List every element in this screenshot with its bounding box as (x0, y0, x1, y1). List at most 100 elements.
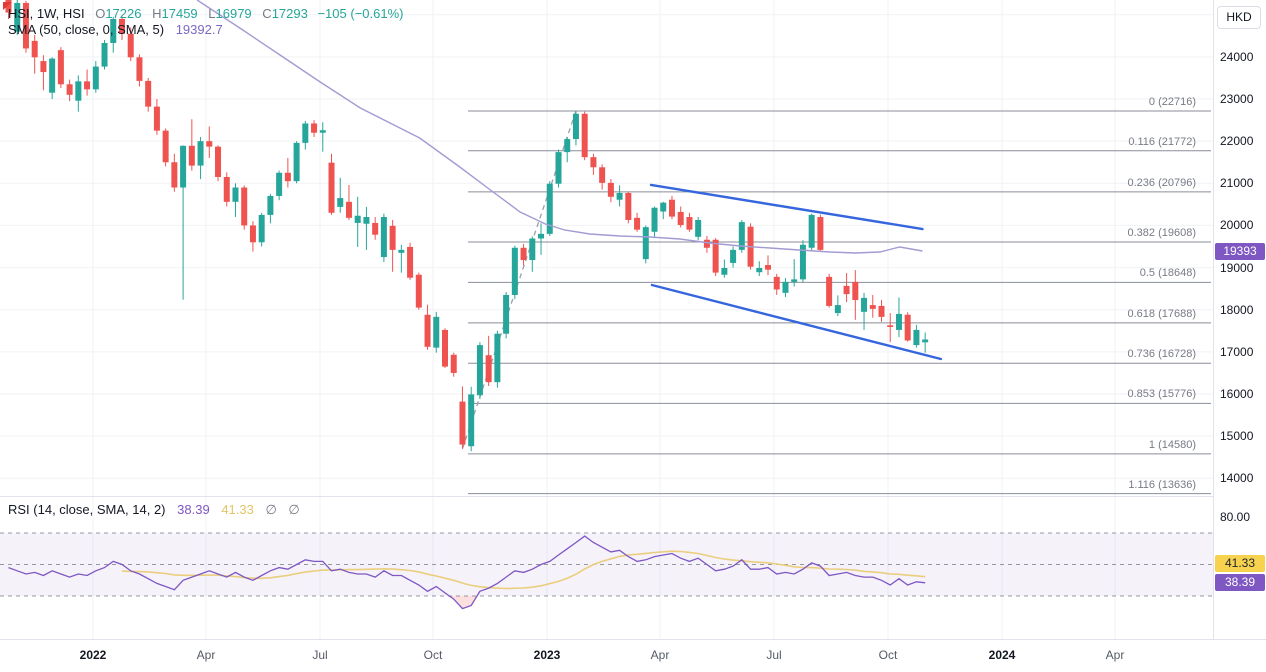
symbol-legend-row[interactable]: HSI, 1W, HSI O17226 H17459 L16979 C17293… (8, 6, 403, 22)
candle-body (730, 249, 737, 263)
candle-body (887, 325, 894, 327)
candle-body (162, 130, 169, 163)
candle-body (616, 192, 623, 200)
candle-body (712, 239, 719, 273)
candle-body (625, 192, 632, 220)
fib-label: 0.853 (15776) (1127, 388, 1197, 401)
candle-body (642, 227, 649, 260)
time-axis-label: Apr (1105, 648, 1125, 662)
candle-body (590, 157, 597, 168)
close-value: 17293 (271, 6, 308, 21)
candle-body (293, 142, 300, 182)
candle-body (407, 246, 414, 278)
candle-body (424, 314, 431, 347)
candle-body (415, 274, 422, 308)
rsi-axis-label: 80.00 (1220, 510, 1251, 525)
candle-body (49, 58, 56, 93)
candle-body (817, 217, 824, 250)
candle-body (372, 222, 379, 235)
fib-label: 1.116 (13636) (1128, 478, 1196, 491)
candle-body (520, 247, 527, 260)
candle-body (878, 305, 885, 317)
candle-body (721, 267, 728, 275)
candle-body (564, 139, 571, 153)
candle-body (529, 238, 536, 260)
price-axis-label: 21000 (1220, 176, 1254, 191)
close-label: C (262, 6, 272, 21)
candle-body (773, 276, 780, 290)
candle-body (791, 279, 798, 282)
fib-label: 0.736 (16728) (1127, 348, 1197, 361)
candle-body (485, 355, 492, 383)
candle-body (843, 285, 850, 295)
candle-body (101, 42, 108, 67)
sma-legend-row[interactable]: SMA (50, close, 0, SMA, 5) 19392.7 (8, 22, 403, 38)
candle-body (503, 294, 510, 334)
candle-body (808, 214, 815, 248)
candle-body (57, 50, 64, 85)
candle-body (197, 141, 204, 166)
candle-body (459, 401, 466, 445)
price-axis-label: 16000 (1220, 386, 1254, 401)
change-value: −105 (−0.61%) (317, 6, 404, 21)
candle-body (188, 145, 195, 166)
main-legend: HSI, 1W, HSI O17226 H17459 L16979 C17293… (8, 6, 403, 38)
price-axis-label: 14000 (1220, 471, 1254, 486)
candle-body (834, 305, 841, 314)
price-axis-label: 24000 (1220, 49, 1254, 64)
candle-body (538, 233, 545, 239)
candle-body (215, 146, 222, 177)
candle-body (476, 345, 483, 396)
rsi-legend-row[interactable]: RSI (14, close, SMA, 14, 2) 38.39 41.33 … (8, 502, 304, 518)
channel-upper-line (649, 183, 924, 231)
time-axis-label: Apr (196, 648, 216, 662)
time-axis-label: 2024 (988, 648, 1016, 662)
candle-body (276, 172, 283, 196)
currency-button[interactable]: HKD (1217, 6, 1261, 29)
rsi-hidden-bands: ∅ ∅ (265, 502, 304, 517)
candle-body (75, 81, 82, 101)
rsi-line (8, 535, 926, 610)
candle-body (511, 247, 518, 295)
candle-body (634, 217, 641, 230)
corner-mark (3, 2, 12, 10)
rsi-label: RSI (14, close, SMA, 14, 2) (8, 502, 166, 517)
time-axis-label: 2023 (533, 648, 561, 662)
candle-body (22, 2, 29, 49)
candle-body (651, 207, 658, 232)
candle-body (171, 162, 178, 188)
time-axis[interactable]: 2022 Apr Jul Oct 2023 Apr Jul Oct 2024 Apr (0, 640, 1266, 672)
candle-body (380, 217, 387, 258)
fib-label: 0 (22716) (1148, 95, 1196, 108)
candle-body (494, 333, 501, 383)
fib-label: 0.5 (18648) (1139, 267, 1196, 280)
sma-label: SMA (50, close, 0, SMA, 5) (8, 22, 165, 37)
price-axis[interactable]: HKD 19393 24000 23000 22000 21000 20000 19000… (1214, 0, 1266, 639)
open-label: O (95, 6, 106, 21)
candle-body (206, 141, 213, 147)
candle-body (869, 305, 876, 309)
candle-body (572, 113, 579, 140)
candle-body (66, 84, 73, 95)
rsi-value: 38.39 (177, 502, 210, 517)
candle-body (442, 329, 448, 367)
candle-body (345, 201, 352, 218)
candle-body (223, 176, 230, 202)
open-value: 17226 (105, 6, 142, 21)
candle-body (302, 123, 309, 143)
candle-body (861, 297, 868, 312)
candle-body (40, 61, 47, 73)
candle-body (895, 313, 902, 330)
fib-label: 1 (14580) (1148, 438, 1196, 451)
candle-body (328, 162, 335, 213)
price-axis-label: 23000 (1220, 92, 1254, 107)
price-axis-label: 20000 (1220, 218, 1254, 233)
price-axis-label: 19000 (1220, 260, 1254, 275)
sma-price-badge: 19393 (1215, 242, 1265, 260)
candle-body (555, 152, 562, 184)
candle-body (826, 276, 833, 306)
high-value: 17459 (161, 6, 198, 21)
sma-value: 19392.7 (175, 22, 223, 37)
